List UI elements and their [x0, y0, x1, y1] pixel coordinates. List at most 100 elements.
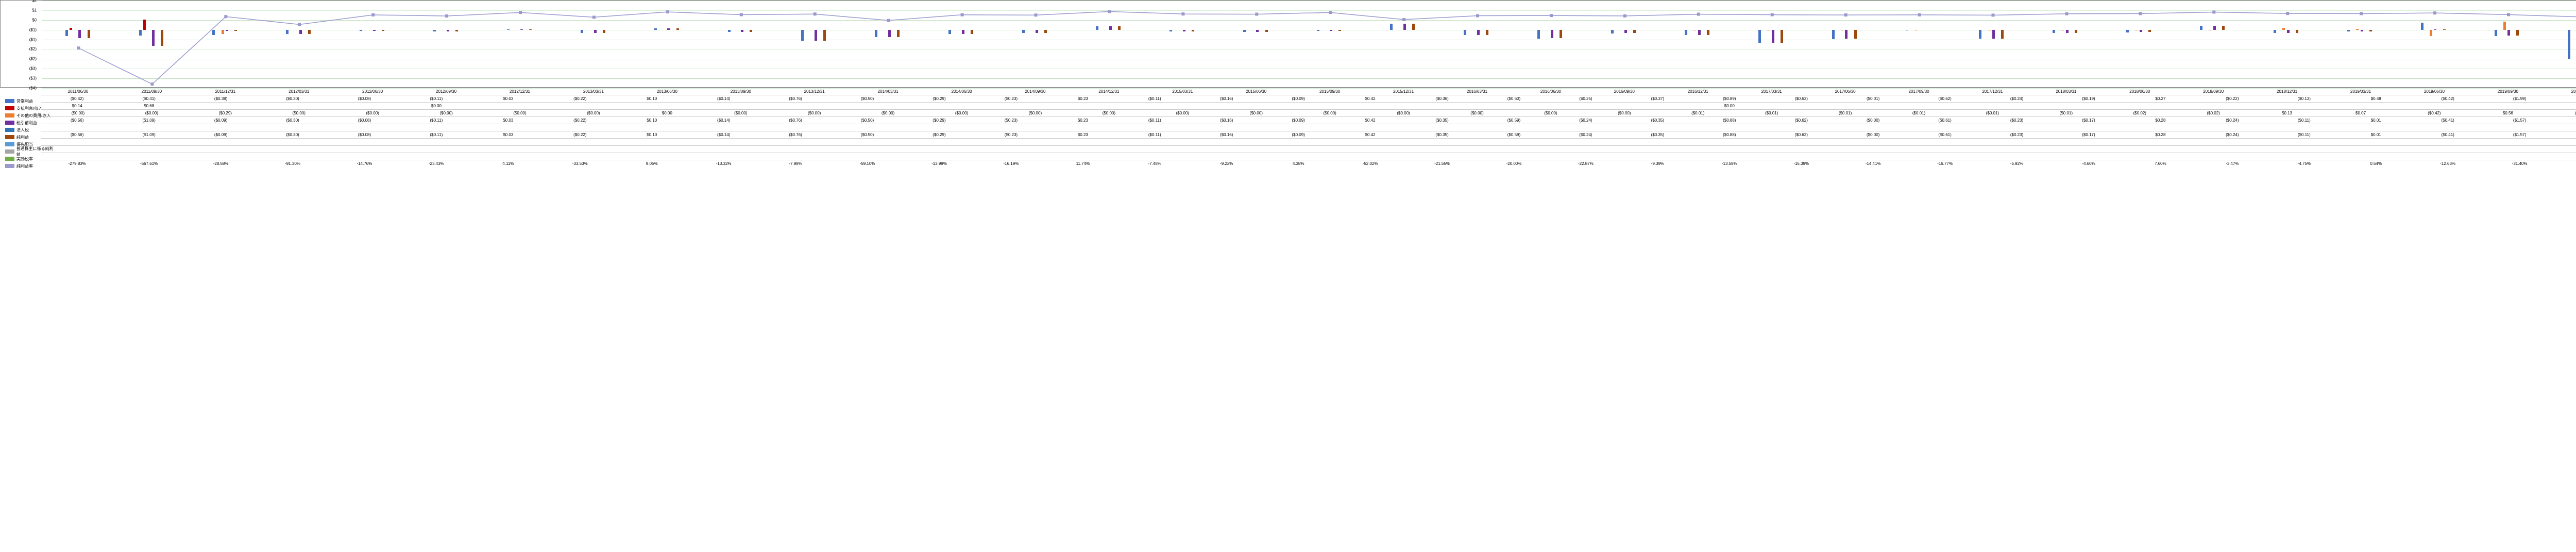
- bar-net_income: [2369, 30, 2372, 31]
- table-cell: ($0.11): [400, 117, 472, 124]
- table-cell: [1550, 124, 1621, 131]
- table-cell: -7.98%: [759, 160, 831, 167]
- table-cell: -28.58%: [185, 160, 257, 167]
- bar-operating_income: [1979, 30, 1981, 39]
- table-cell: -13.99%: [903, 160, 975, 167]
- table-cell: [2340, 139, 2412, 145]
- table-cell: $0.03: [472, 117, 544, 124]
- table-cell: [1766, 124, 1837, 131]
- table-cell: 4.11%: [472, 160, 544, 167]
- table-cell: [1909, 153, 1980, 160]
- quarter-col: [1882, 1, 1956, 87]
- table-cell: [903, 146, 975, 153]
- table-cell: ($0.00): [262, 110, 336, 116]
- table-cell: [2196, 139, 2268, 145]
- quarter-col: [778, 1, 852, 87]
- table-row: ($0.56)($1.09)($0.09)($0.30)($0.08)($0.1…: [41, 116, 2576, 124]
- table-cell: ($0.09): [1262, 117, 1334, 124]
- table-cell: ($0.59): [1478, 117, 1550, 124]
- table-cell: [1693, 146, 1765, 153]
- quarter-col: [2250, 1, 2324, 87]
- bar-net_income: [2001, 30, 2004, 39]
- table-cell: ($0.00): [1837, 117, 1909, 124]
- table-cell: [832, 146, 903, 153]
- bar-net_income: [2222, 26, 2225, 30]
- table-cell: ($0.38): [185, 95, 257, 102]
- table-cell: ($0.09): [185, 117, 257, 124]
- table-cell: [472, 139, 544, 145]
- table-cell: ($0.00): [925, 110, 998, 116]
- table-cell: ($0.00): [1837, 131, 1909, 138]
- table-cell: [2053, 103, 2124, 109]
- bar-net_income: [1633, 30, 1636, 34]
- table-cell: -9.22%: [1191, 160, 1262, 167]
- table-cell: ($1.57): [2484, 131, 2555, 138]
- legend-label: 実効税率: [16, 156, 33, 162]
- table-cell: ($0.23): [1981, 117, 2053, 124]
- table-row: 31.15%: [41, 153, 2576, 160]
- table-row: -279.83%-567.61%-28.58%-91.30%-14.76%-23…: [41, 160, 2576, 167]
- table-cell: 2011/06/30: [41, 88, 115, 95]
- table-cell: 2014/12/31: [1072, 88, 1146, 95]
- table-cell: -14.76%: [329, 160, 400, 167]
- table-cell: [2053, 146, 2124, 153]
- table-cell: [759, 153, 831, 160]
- quarter-col: [2397, 1, 2471, 87]
- table-cell: [1478, 139, 1550, 145]
- table-cell: ($1.09): [113, 131, 184, 138]
- y-tick-left: $0: [32, 18, 37, 22]
- bar-pretax: [1624, 30, 1627, 34]
- table-cell: $0.42: [1334, 95, 1406, 102]
- table-cell: ($0.42): [41, 95, 113, 102]
- y-tick-left: ($3): [29, 76, 37, 81]
- bar-operating_income: [654, 28, 657, 30]
- table-cell: ($0.01): [1956, 110, 2029, 116]
- legend-swatch: [5, 113, 14, 118]
- bar-operating_income: [1832, 30, 1835, 39]
- table-cell: [903, 124, 975, 131]
- table-cell: [544, 153, 616, 160]
- bar-operating_income: [507, 29, 510, 30]
- bar-operating_income: [1390, 24, 1393, 30]
- table-cell: 2018/06/30: [2103, 88, 2177, 95]
- table-cell: [1622, 124, 1693, 131]
- bar-group: [115, 1, 189, 87]
- table-cell: [1622, 153, 1693, 160]
- table-cell: [1981, 124, 2053, 131]
- bar-net_income: [676, 28, 679, 30]
- bar-group: [2324, 1, 2397, 87]
- table-cell: [1981, 153, 2053, 160]
- table-cell: [1334, 103, 1406, 109]
- bar-pretax: [1330, 30, 1332, 31]
- table-cell: ($0.00): [336, 110, 410, 116]
- table-cell: ($1.98): [2555, 131, 2576, 138]
- table-cell: [1909, 103, 1980, 109]
- table-cell: -12.63%: [2412, 160, 2483, 167]
- table-cell: [1550, 153, 1621, 160]
- table-cell: [41, 153, 113, 160]
- table-cell: ($1.09): [113, 117, 184, 124]
- table-cell: [759, 146, 831, 153]
- bar-group: [1219, 1, 1293, 87]
- bar-pretax: [594, 30, 597, 33]
- table-cell: [2268, 153, 2340, 160]
- table-cell: ($0.02): [2177, 110, 2250, 116]
- table-cell: $0.01: [2340, 131, 2412, 138]
- table-cell: ($2.32): [2555, 95, 2576, 102]
- table-cell: $0.00: [630, 110, 704, 116]
- table-cell: [1119, 139, 1191, 145]
- table-cell: [113, 139, 184, 145]
- table-cell: ($0.23): [975, 131, 1047, 138]
- bar-group: [925, 1, 999, 87]
- table-cell: 7.60%: [2125, 160, 2196, 167]
- bar-group: [778, 1, 852, 87]
- table-cell: ($0.24): [1550, 131, 1621, 138]
- table-cell: -279.83%: [41, 160, 113, 167]
- bar-net_income: [1486, 30, 1488, 35]
- legend-label: 支払利息/収入: [16, 106, 42, 111]
- table-cell: [400, 153, 472, 160]
- table-cell: $0.23: [1047, 117, 1118, 124]
- bar-net_income: [897, 30, 900, 37]
- table-cell: ($0.01): [2029, 110, 2103, 116]
- quarter-col: [704, 1, 778, 87]
